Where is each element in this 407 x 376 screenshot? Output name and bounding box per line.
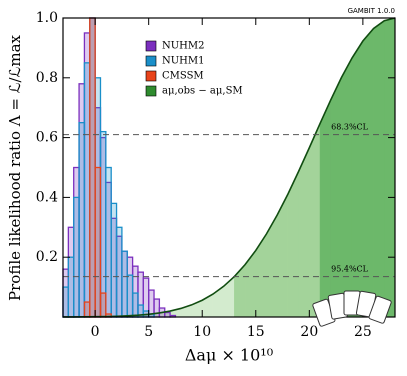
histogram-bar (83, 301, 91, 318)
y-tick-label: 1.0 (36, 10, 58, 26)
histogram-bar (94, 166, 102, 318)
legend-label: NUHM1 (162, 56, 205, 67)
histogram-bar (115, 226, 123, 318)
legend-swatch (145, 70, 157, 82)
area-segment (234, 263, 246, 318)
histogram-bar (83, 62, 91, 318)
y-tick-label: 0.8 (36, 70, 58, 86)
y-tick-label: 0.6 (36, 130, 58, 146)
histogram-bar (121, 250, 128, 318)
curve-line (62, 17, 396, 318)
area-segment (287, 171, 299, 318)
area-segment (373, 20, 385, 318)
histogram-bar (164, 311, 171, 318)
x-tick-label: 20 (300, 324, 318, 340)
histogram-bar (126, 274, 134, 318)
histogram-bar (78, 122, 86, 318)
x-tick-label: 10 (193, 324, 211, 340)
area-segment (330, 77, 342, 318)
area-segment (351, 40, 364, 318)
x-axis-title: Δaμ × 10¹⁰ (185, 346, 273, 365)
histogram-bar (89, 17, 96, 318)
area-segment (255, 233, 267, 318)
histogram-bar (99, 130, 107, 318)
area-segment (341, 57, 353, 318)
histogram-bar (131, 292, 139, 318)
area-segment (244, 249, 257, 318)
area-segment (309, 123, 321, 318)
y-tick-label: 0.2 (36, 249, 58, 265)
corner-label: GAMBIT 1.0.0 (348, 7, 395, 15)
histogram-bar (105, 166, 112, 318)
histogram-bar (99, 292, 107, 318)
legend-swatch (145, 55, 157, 67)
cl-label: 95.4%CL (331, 265, 369, 274)
x-tick-label: 0 (91, 324, 100, 340)
area-segment (223, 275, 235, 318)
x-tick-label: 15 (247, 324, 265, 340)
legend-label: NUHM2 (162, 41, 205, 52)
x-tick-label: 5 (144, 324, 153, 340)
area-segment (298, 147, 310, 318)
card (368, 295, 392, 324)
histogram-bar (62, 286, 70, 318)
area-segment (319, 99, 331, 318)
logo (312, 290, 392, 327)
area-segment (362, 27, 374, 318)
cl-label: 68.3%CL (331, 123, 369, 132)
histogram-bar (67, 256, 75, 318)
histogram-bar (110, 202, 118, 318)
legend-swatch (145, 40, 157, 52)
legend-swatch (145, 85, 157, 97)
legend-label: CMSSM (162, 71, 204, 82)
legend-label: aμ,obs − aμ,SM (162, 86, 243, 97)
area-segment (384, 17, 396, 318)
y-axis-title: Profile likelihood ratio Λ = ℒ/ℒmax (6, 34, 24, 300)
histogram-bar (73, 196, 80, 318)
x-tick-label: 25 (354, 324, 372, 340)
plot-frame (62, 17, 396, 318)
y-tick-label: 0.4 (36, 189, 58, 205)
